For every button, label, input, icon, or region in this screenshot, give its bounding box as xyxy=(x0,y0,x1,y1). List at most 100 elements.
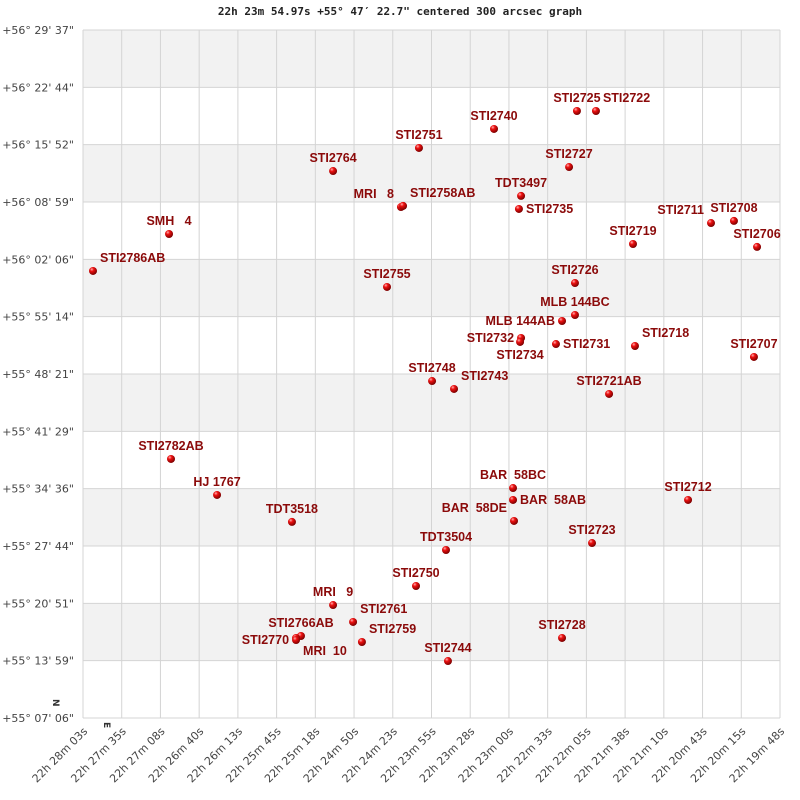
star-label: MRI 8 xyxy=(354,187,394,201)
star-marker[interactable] xyxy=(570,311,579,320)
star-label: STI2761 xyxy=(360,602,407,616)
star-marker[interactable] xyxy=(591,107,600,116)
star-marker[interactable] xyxy=(88,266,97,275)
star-label: STI2718 xyxy=(642,326,689,340)
star-label: STI2708 xyxy=(710,201,757,215)
star-marker[interactable] xyxy=(414,143,423,152)
star-marker[interactable] xyxy=(443,657,452,666)
star-marker[interactable] xyxy=(167,454,176,463)
y-tick-label: +55° 41' 29" xyxy=(2,425,74,438)
y-tick-label: +56° 08' 59" xyxy=(2,196,74,209)
star-marker[interactable] xyxy=(630,341,639,350)
star-marker[interactable] xyxy=(357,637,366,646)
star-marker[interactable] xyxy=(329,601,338,610)
star-label: BAR 58BC xyxy=(480,468,546,482)
star-label: BAR 58DE xyxy=(442,501,507,515)
star-label: HJ 1767 xyxy=(193,475,240,489)
star-marker[interactable] xyxy=(349,617,358,626)
star-marker[interactable] xyxy=(588,539,597,548)
star-label: STI2735 xyxy=(526,202,573,216)
star-marker[interactable] xyxy=(729,216,738,225)
star-label: STI2751 xyxy=(395,128,442,142)
star-marker[interactable] xyxy=(399,201,408,210)
star-marker[interactable] xyxy=(605,389,614,398)
y-tick-label: +55° 34' 36" xyxy=(2,483,74,496)
star-label: STI2732 xyxy=(467,331,514,345)
star-marker[interactable] xyxy=(509,484,518,493)
star-label: MRI 10 xyxy=(303,644,347,658)
star-marker[interactable] xyxy=(707,219,716,228)
star-marker[interactable] xyxy=(558,316,567,325)
star-marker[interactable] xyxy=(450,384,459,393)
y-tick-label: +55° 27' 44" xyxy=(2,540,74,553)
y-tick-label: +55° 20' 51" xyxy=(2,597,74,610)
east-marker: E xyxy=(101,722,111,728)
star-marker[interactable] xyxy=(329,167,338,176)
star-marker[interactable] xyxy=(517,191,526,200)
star-label: STI2748 xyxy=(408,361,455,375)
y-tick-label: +55° 07' 06" xyxy=(2,712,74,725)
star-label: STI2731 xyxy=(563,337,610,351)
grid-lines xyxy=(82,29,781,719)
star-label: STI2759 xyxy=(369,622,416,636)
star-marker[interactable] xyxy=(165,229,174,238)
star-labels: STI2786AB SMH 4 STI2764 STI2751 STI2740 STI27… xyxy=(100,91,781,658)
star-label: TDT3497 xyxy=(495,176,547,190)
star-marker[interactable] xyxy=(490,124,499,133)
star-marker[interactable] xyxy=(628,240,637,249)
star-marker[interactable] xyxy=(749,352,758,361)
star-label: BAR 58AB xyxy=(520,493,586,507)
star-label: STI2719 xyxy=(609,224,656,238)
star-label: STI2721AB xyxy=(576,374,641,388)
star-label: STI2755 xyxy=(363,267,410,281)
y-tick-label: +56° 22' 44" xyxy=(2,81,74,94)
star-label: TDT3504 xyxy=(420,530,472,544)
star-label: STI2786AB xyxy=(100,251,165,265)
star-label: STI2726 xyxy=(551,263,598,277)
star-label: STI2734 xyxy=(496,348,543,362)
star-marker[interactable] xyxy=(287,517,296,526)
y-tick-label: +56° 15' 52" xyxy=(2,139,74,152)
star-label: STI2722 xyxy=(603,91,650,105)
star-label: STI2766AB xyxy=(268,616,333,630)
star-marker[interactable] xyxy=(753,242,762,251)
star-label: STI2707 xyxy=(730,337,777,351)
star-marker[interactable] xyxy=(551,340,560,349)
star-label: STI2706 xyxy=(733,227,780,241)
star-label: STI2770 xyxy=(242,633,289,647)
star-marker[interactable] xyxy=(510,516,519,525)
star-label: STI2782AB xyxy=(138,439,203,453)
star-marker[interactable] xyxy=(516,337,525,346)
star-marker[interactable] xyxy=(570,279,579,288)
star-label: MLB 144BC xyxy=(540,295,609,309)
star-marker[interactable] xyxy=(684,495,693,504)
star-label: STI2758AB xyxy=(410,186,475,200)
star-label: STI2723 xyxy=(568,523,615,537)
star-label: STI2744 xyxy=(424,641,471,655)
north-marker: N xyxy=(50,699,60,707)
star-marker[interactable] xyxy=(514,204,523,213)
star-marker[interactable] xyxy=(428,377,437,386)
star-label: TDT3518 xyxy=(266,502,318,516)
y-axis-ticks: +56° 29' 37" +56° 22' 44" +56° 15' 52" +56°… xyxy=(2,24,74,725)
star-label: STI2725 xyxy=(553,91,600,105)
star-marker[interactable] xyxy=(292,636,301,645)
star-marker[interactable] xyxy=(442,545,451,554)
star-marker[interactable] xyxy=(509,495,518,504)
star-marker[interactable] xyxy=(213,490,222,499)
star-marker[interactable] xyxy=(558,633,567,642)
star-label: STI2712 xyxy=(664,480,711,494)
star-marker[interactable] xyxy=(412,581,421,590)
y-tick-label: +55° 13' 59" xyxy=(2,655,74,668)
star-marker[interactable] xyxy=(565,163,574,172)
star-label: STI2728 xyxy=(538,618,585,632)
star-label: STI2764 xyxy=(309,151,356,165)
star-marker[interactable] xyxy=(383,282,392,291)
star-label: MRI 9 xyxy=(313,585,353,599)
chart-title: 22h 23m 54.97s +55° 47′ 22.7" centered 3… xyxy=(217,5,583,18)
y-tick-label: +56° 02' 06" xyxy=(2,253,74,266)
star-marker[interactable] xyxy=(572,107,581,116)
star-label: SMH 4 xyxy=(146,214,191,228)
